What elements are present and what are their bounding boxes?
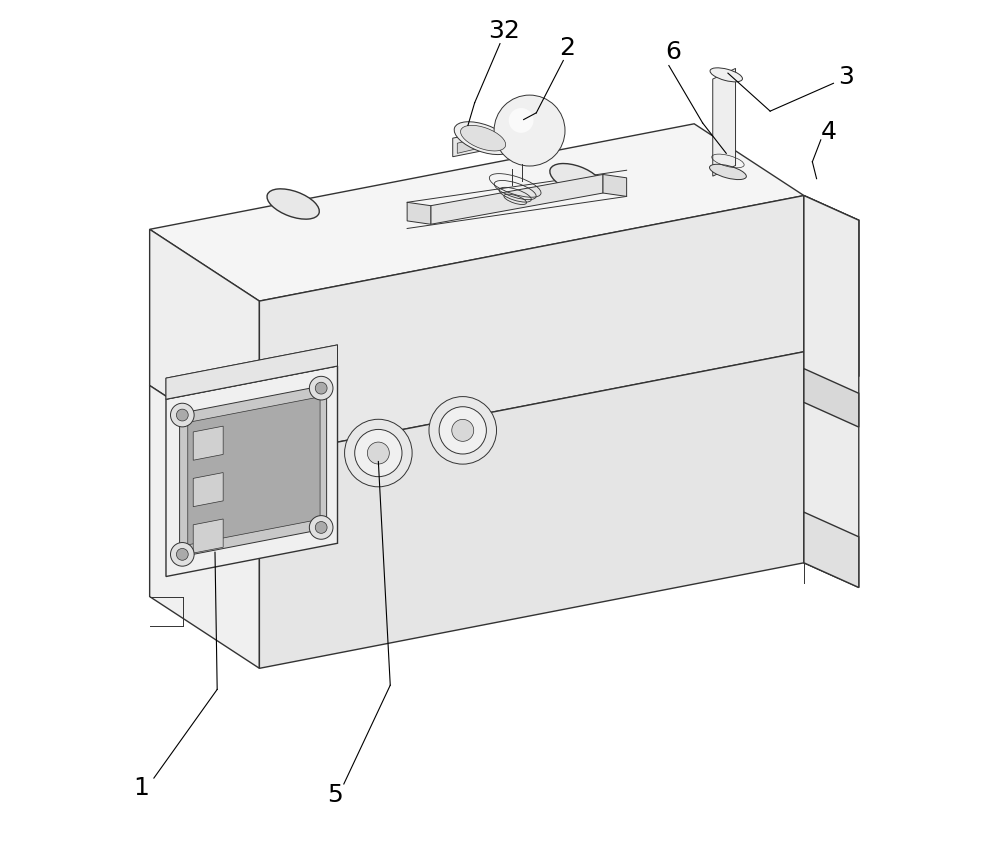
Text: 3: 3	[838, 65, 854, 90]
Circle shape	[171, 543, 194, 566]
Ellipse shape	[461, 125, 506, 151]
Polygon shape	[166, 345, 338, 399]
Polygon shape	[603, 174, 627, 197]
Polygon shape	[804, 512, 859, 588]
Polygon shape	[150, 385, 259, 668]
Polygon shape	[166, 345, 338, 399]
Circle shape	[345, 419, 412, 487]
Text: 2: 2	[560, 36, 576, 60]
Polygon shape	[804, 196, 859, 588]
Circle shape	[315, 382, 327, 394]
Polygon shape	[193, 519, 223, 553]
Text: 5: 5	[328, 783, 343, 807]
Polygon shape	[188, 396, 320, 545]
Polygon shape	[713, 69, 736, 176]
Circle shape	[367, 442, 389, 464]
Text: 32: 32	[488, 19, 520, 43]
Circle shape	[509, 108, 534, 133]
Circle shape	[176, 549, 188, 560]
Polygon shape	[804, 196, 859, 376]
Ellipse shape	[550, 163, 602, 194]
Text: 4: 4	[821, 120, 837, 144]
Ellipse shape	[710, 68, 742, 82]
Text: 6: 6	[665, 40, 681, 64]
Polygon shape	[804, 196, 859, 376]
Polygon shape	[259, 196, 804, 457]
Circle shape	[309, 516, 333, 540]
Polygon shape	[431, 174, 603, 224]
Circle shape	[176, 409, 188, 421]
Circle shape	[171, 403, 194, 427]
Polygon shape	[804, 368, 859, 427]
Polygon shape	[259, 352, 804, 668]
Circle shape	[452, 419, 474, 441]
Polygon shape	[457, 131, 509, 153]
Polygon shape	[180, 385, 327, 557]
Text: 1: 1	[133, 776, 149, 800]
Circle shape	[429, 396, 497, 464]
Polygon shape	[150, 230, 259, 457]
Polygon shape	[407, 202, 431, 224]
Polygon shape	[150, 124, 804, 301]
Polygon shape	[453, 126, 514, 157]
Circle shape	[309, 376, 333, 400]
Ellipse shape	[454, 122, 512, 154]
Circle shape	[355, 429, 402, 477]
Circle shape	[494, 95, 565, 166]
Circle shape	[315, 522, 327, 534]
Ellipse shape	[267, 189, 319, 219]
Polygon shape	[193, 426, 223, 460]
Polygon shape	[193, 473, 223, 507]
Ellipse shape	[710, 164, 746, 180]
Polygon shape	[166, 366, 338, 577]
Circle shape	[439, 407, 486, 454]
